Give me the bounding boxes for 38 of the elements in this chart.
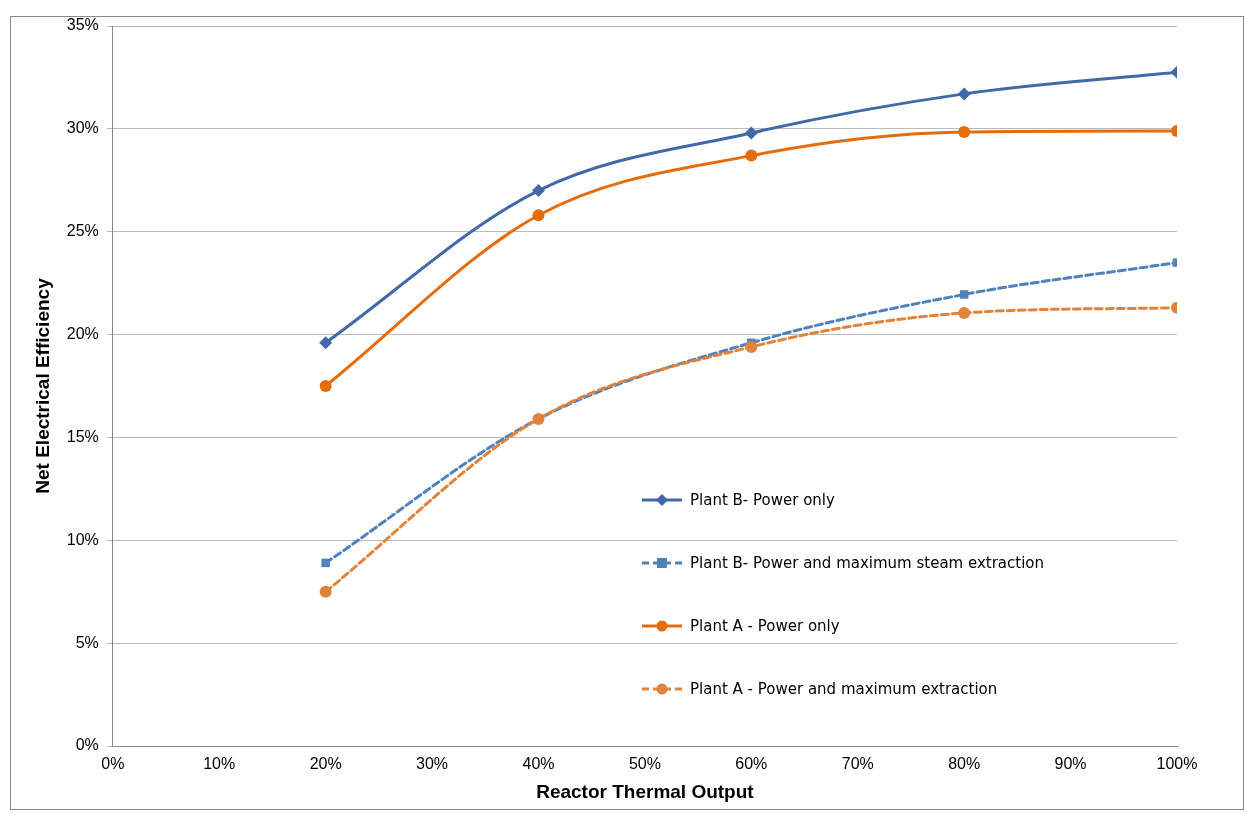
legend-label: Plant B- Power and maximum steam extraction [690, 553, 1045, 572]
point [319, 336, 333, 350]
y-tick-label: 20% [66, 324, 99, 342]
x-tick-label: 70% [841, 755, 874, 773]
y-tick-label: 25% [66, 222, 99, 240]
y-tick-label: 5% [75, 633, 99, 651]
x-axis-title: Reactor Thermal Output [536, 780, 755, 802]
point [958, 125, 971, 138]
point [532, 209, 545, 222]
x-tick-label: 50% [628, 755, 661, 773]
point [958, 306, 971, 319]
point [959, 290, 969, 299]
x-tick-label: 20% [309, 755, 342, 773]
point [957, 87, 971, 101]
legend-label: Plant A - Power only [690, 616, 840, 635]
y-axis-title: Net Electrical Efficiency [31, 277, 53, 494]
point [319, 380, 332, 392]
point [531, 184, 545, 198]
x-tick-label: 10% [203, 755, 236, 773]
point [321, 558, 330, 568]
legend-label: Plant B- Power only [690, 490, 835, 509]
point [744, 126, 758, 140]
x-tick-label: 60% [735, 755, 768, 773]
x-tick-label: 30% [416, 755, 449, 773]
x-tick-label: 100% [1156, 755, 1198, 773]
point [745, 149, 758, 162]
y-tick-label: 0% [75, 736, 99, 754]
y-tick-label: 15% [66, 427, 99, 445]
y-tick-label: 10% [66, 530, 99, 548]
x-tick-label: 0% [101, 755, 125, 773]
legend-label: Plant A - Power and maximum extraction [690, 679, 998, 698]
point [745, 340, 758, 353]
x-tick-label: 40% [522, 755, 555, 773]
point [319, 585, 332, 598]
y-tick-label: 30% [66, 119, 99, 137]
y-tick-label: 35% [66, 16, 99, 34]
x-tick-label: 80% [948, 755, 981, 773]
x-tick-label: 90% [1054, 755, 1087, 773]
